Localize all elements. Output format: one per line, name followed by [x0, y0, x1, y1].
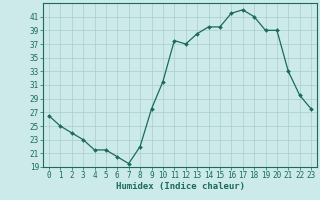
- X-axis label: Humidex (Indice chaleur): Humidex (Indice chaleur): [116, 182, 244, 191]
